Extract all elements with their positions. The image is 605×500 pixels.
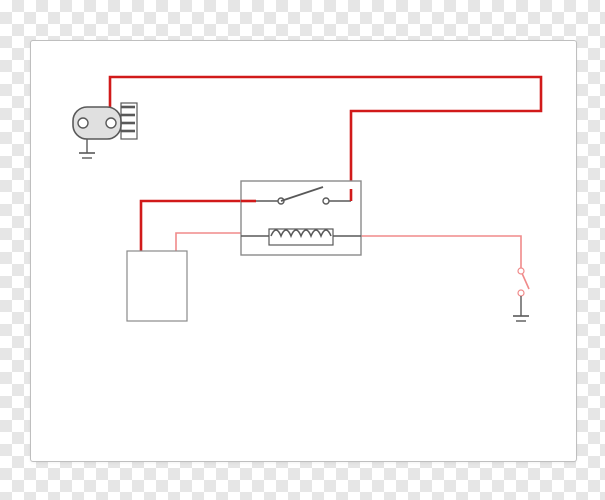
compressor-pin-right: [106, 118, 116, 128]
pcm-switch-pivot: [518, 268, 524, 274]
relay-circuit-diagram: [31, 41, 576, 461]
low-amperage-wire-left: [176, 233, 241, 251]
relay-box: [241, 181, 361, 255]
pcm-switch-contact: [518, 290, 524, 296]
compressor-pulley: [121, 103, 137, 139]
fuse-box: [127, 251, 187, 321]
high-amperage-wire-left: [141, 201, 241, 251]
relay-contact-node: [323, 198, 329, 204]
high-amperage-wire-top: [110, 77, 541, 189]
diagram-frame: [30, 40, 577, 462]
low-amperage-wire-right: [361, 236, 521, 271]
compressor-pin-left: [78, 118, 88, 128]
